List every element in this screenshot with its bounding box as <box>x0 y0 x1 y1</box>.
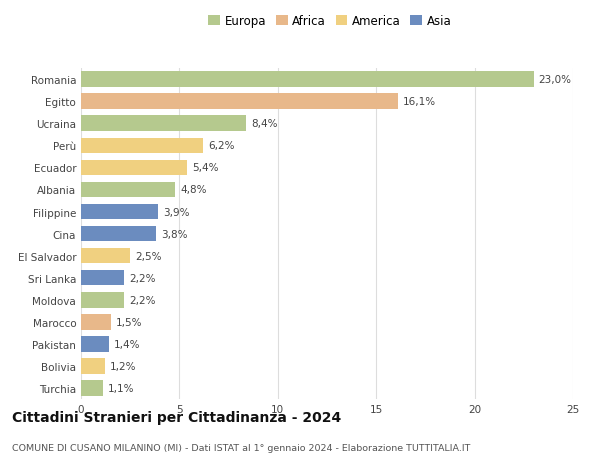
Text: 3,9%: 3,9% <box>163 207 189 217</box>
Bar <box>81 204 158 220</box>
Text: 2,5%: 2,5% <box>135 251 161 261</box>
Bar <box>81 160 187 176</box>
Bar <box>81 292 124 308</box>
Text: 5,4%: 5,4% <box>192 163 218 173</box>
Text: 2,2%: 2,2% <box>129 273 156 283</box>
Bar <box>81 138 203 154</box>
Text: 23,0%: 23,0% <box>539 75 572 85</box>
Text: 1,2%: 1,2% <box>110 361 136 371</box>
Bar <box>81 336 109 352</box>
Text: 8,4%: 8,4% <box>251 119 278 129</box>
Bar <box>81 358 104 374</box>
Text: 2,2%: 2,2% <box>129 295 156 305</box>
Text: 4,8%: 4,8% <box>181 185 207 195</box>
Bar <box>81 226 156 242</box>
Text: Cittadini Stranieri per Cittadinanza - 2024: Cittadini Stranieri per Cittadinanza - 2… <box>12 411 341 425</box>
Legend: Europa, Africa, America, Asia: Europa, Africa, America, Asia <box>206 13 454 30</box>
Text: COMUNE DI CUSANO MILANINO (MI) - Dati ISTAT al 1° gennaio 2024 - Elaborazione TU: COMUNE DI CUSANO MILANINO (MI) - Dati IS… <box>12 443 470 452</box>
Bar <box>81 116 247 132</box>
Bar <box>81 94 398 110</box>
Bar <box>81 72 533 88</box>
Bar <box>81 381 103 396</box>
Text: 1,4%: 1,4% <box>113 339 140 349</box>
Text: 3,8%: 3,8% <box>161 229 187 239</box>
Text: 1,1%: 1,1% <box>107 383 134 393</box>
Bar <box>81 270 124 286</box>
Text: 1,5%: 1,5% <box>115 317 142 327</box>
Text: 16,1%: 16,1% <box>403 97 436 107</box>
Bar <box>81 314 110 330</box>
Bar <box>81 182 175 198</box>
Bar <box>81 248 130 264</box>
Text: 6,2%: 6,2% <box>208 141 235 151</box>
